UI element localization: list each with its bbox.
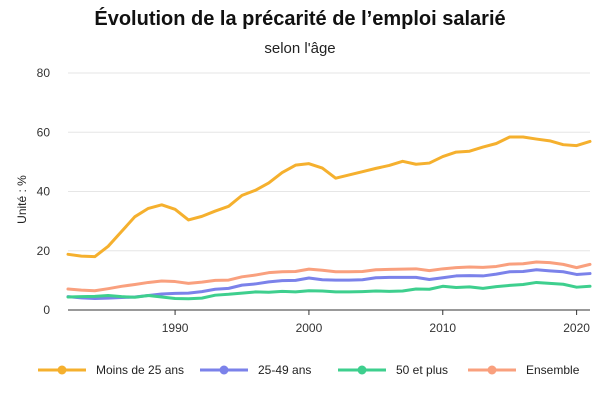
y-tick-label: 0 bbox=[43, 303, 50, 317]
y-axis-label: Unité : % bbox=[15, 175, 29, 224]
y-tick-label: 20 bbox=[37, 244, 51, 258]
legend-marker-3 bbox=[357, 365, 367, 375]
legend-label-2: 25-49 ans bbox=[258, 363, 311, 377]
legend-label-4: Ensemble bbox=[526, 363, 580, 377]
x-tick-label: 1990 bbox=[162, 321, 189, 335]
series-line-3 bbox=[66, 280, 592, 301]
series-line-1 bbox=[66, 135, 592, 259]
y-tick-label: 80 bbox=[37, 66, 51, 80]
legend-label-3: 50 et plus bbox=[396, 363, 448, 377]
x-tick-label: 2020 bbox=[563, 321, 590, 335]
legend-marker-2 bbox=[219, 365, 229, 375]
y-tick-label: 60 bbox=[37, 125, 51, 139]
legend-marker-4 bbox=[487, 365, 497, 375]
chart-title: Évolution de la précarité de l’emploi sa… bbox=[94, 8, 506, 30]
x-tick-label: 2010 bbox=[429, 321, 456, 335]
y-tick-label: 40 bbox=[37, 185, 51, 199]
chart-subtitle: selon l'âge bbox=[264, 40, 336, 57]
legend-label-1: Moins de 25 ans bbox=[96, 363, 184, 377]
legend-marker-1 bbox=[57, 365, 67, 375]
x-tick-label: 2000 bbox=[296, 321, 323, 335]
series-line-4 bbox=[66, 260, 592, 293]
